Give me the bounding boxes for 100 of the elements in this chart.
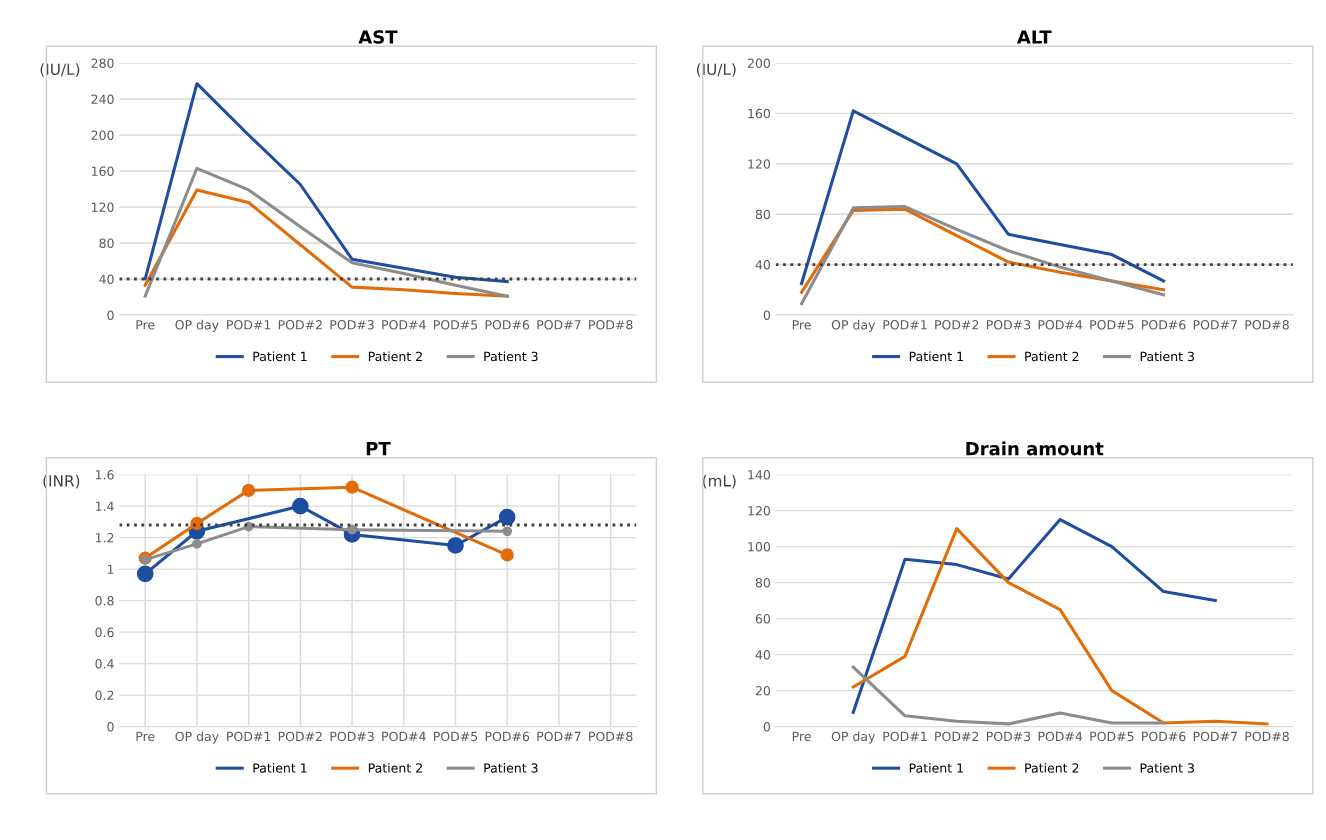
x-tick-label: POD#5 (433, 320, 478, 330)
y-tick-label: 0 (107, 722, 114, 732)
point (292, 497, 309, 515)
x-tick-label: OP day (831, 731, 876, 744)
x-tick-label: POD#7 (537, 320, 581, 330)
point (190, 516, 204, 531)
line-series (800, 109, 1166, 286)
y-tick-label: 160 (91, 166, 114, 176)
y-tick-label: 60 (755, 614, 771, 624)
x-tick-label: POD#5 (1090, 731, 1134, 742)
y-tick-label: 40 (99, 274, 114, 284)
y-tick-label: 0 (107, 310, 114, 320)
y-tick-label: 40 (755, 650, 771, 660)
point (498, 508, 516, 526)
x-tick-label: Pre (792, 320, 811, 330)
x-tick-label: POD#8 (1245, 320, 1289, 330)
x-tick-label: POD#5 (1090, 320, 1134, 330)
chart-title: Drain amount (966, 441, 1104, 456)
x-tick-label: POD#8 (589, 731, 633, 742)
y-tick-label: 140 (748, 470, 771, 480)
chart-title: AST (358, 30, 398, 44)
x-tick-label: POD#4 (1038, 320, 1083, 330)
x-tick-label: POD#1 (227, 320, 271, 330)
point (500, 548, 514, 562)
line-series (851, 665, 1166, 726)
y-axis-title: (IU/L) (40, 63, 80, 77)
y-tick-label: 0.8 (95, 596, 114, 606)
y-tick-label: 0.4 (95, 659, 114, 669)
y-tick-label: 1.4 (95, 501, 114, 511)
x-tick-label: POD#2 (278, 320, 322, 330)
point (502, 526, 513, 537)
y-tick-label: 80 (99, 238, 114, 248)
x-tick-label: POD#8 (1245, 731, 1289, 742)
y-tick-label: 1.6 (95, 470, 114, 480)
legend-label: Patient 3 (1140, 763, 1194, 773)
x-tick-label: Pre (136, 731, 155, 742)
legend-label: Patient 1 (909, 763, 963, 773)
point (345, 480, 359, 494)
line-series (851, 518, 1217, 714)
x-tick-label: POD#1 (883, 731, 927, 742)
chart-title: PT (366, 441, 391, 456)
y-tick-label: 0.2 (95, 690, 114, 701)
legend-label: Patient 2 (1025, 763, 1079, 773)
x-tick-label: Pre (792, 731, 811, 742)
y-tick-label: 120 (91, 202, 114, 212)
point (192, 539, 202, 549)
y-axis-title: (mL) (702, 474, 736, 489)
line-series (143, 188, 509, 298)
legend-label: Patient 2 (1025, 351, 1079, 362)
x-tick-label: POD#4 (1038, 731, 1083, 742)
legend-label: Patient 3 (484, 763, 538, 773)
x-tick-label: POD#2 (935, 731, 979, 742)
line-series (851, 527, 1269, 726)
x-tick-label: POD#6 (485, 320, 530, 330)
y-tick-label: 280 (91, 58, 114, 68)
legend-label: Patient 1 (253, 763, 307, 773)
x-tick-label: POD#3 (986, 731, 1031, 742)
x-tick-label: POD#2 (935, 320, 979, 330)
y-tick-label: 120 (748, 159, 771, 169)
point (447, 537, 464, 554)
x-tick-label: POD#4 (382, 731, 426, 742)
x-tick-label: POD#1 (883, 320, 927, 330)
x-tick-label: POD#7 (537, 731, 581, 742)
x-tick-label: Pre (136, 320, 155, 330)
legend-label: Patient 3 (1140, 351, 1194, 362)
point (136, 565, 154, 583)
y-tick-label: 100 (748, 542, 771, 552)
x-tick-label: POD#6 (1142, 731, 1186, 742)
y-tick-label: 1 (107, 564, 114, 574)
x-tick-label: OP day (175, 731, 219, 744)
legend-label: Patient 1 (909, 351, 963, 362)
legend-label: Patient 1 (253, 351, 307, 362)
legend-label: Patient 2 (368, 763, 422, 773)
chart-title: ALT (1016, 30, 1052, 44)
x-tick-label: POD#1 (227, 731, 271, 742)
y-axis-title: (IU/L) (696, 63, 736, 77)
x-tick-label: POD#8 (589, 320, 633, 330)
legend-label: Patient 3 (484, 351, 538, 362)
y-tick-label: 40 (755, 260, 771, 270)
y-axis-title: (INR) (43, 474, 80, 489)
x-tick-label: POD#3 (330, 731, 374, 742)
y-tick-label: 200 (91, 130, 114, 140)
y-tick-label: 0 (763, 722, 771, 732)
x-tick-label: POD#2 (278, 731, 322, 742)
x-tick-label: POD#4 (382, 320, 426, 330)
y-tick-label: 20 (755, 686, 771, 696)
x-tick-label: OP day (831, 319, 876, 332)
legend-label: Patient 2 (368, 351, 422, 362)
x-tick-label: POD#7 (1193, 320, 1237, 330)
x-tick-label: POD#5 (433, 731, 478, 742)
x-tick-label: POD#3 (986, 320, 1031, 330)
y-tick-label: 240 (91, 94, 114, 104)
point (242, 483, 256, 497)
y-tick-label: 200 (747, 58, 771, 68)
x-tick-label: OP day (175, 319, 219, 332)
y-tick-label: 0 (763, 310, 771, 320)
y-tick-label: 0.6 (95, 627, 114, 638)
y-tick-label: 80 (755, 578, 771, 588)
y-tick-label: 80 (755, 209, 771, 220)
x-tick-label: POD#3 (330, 320, 374, 330)
